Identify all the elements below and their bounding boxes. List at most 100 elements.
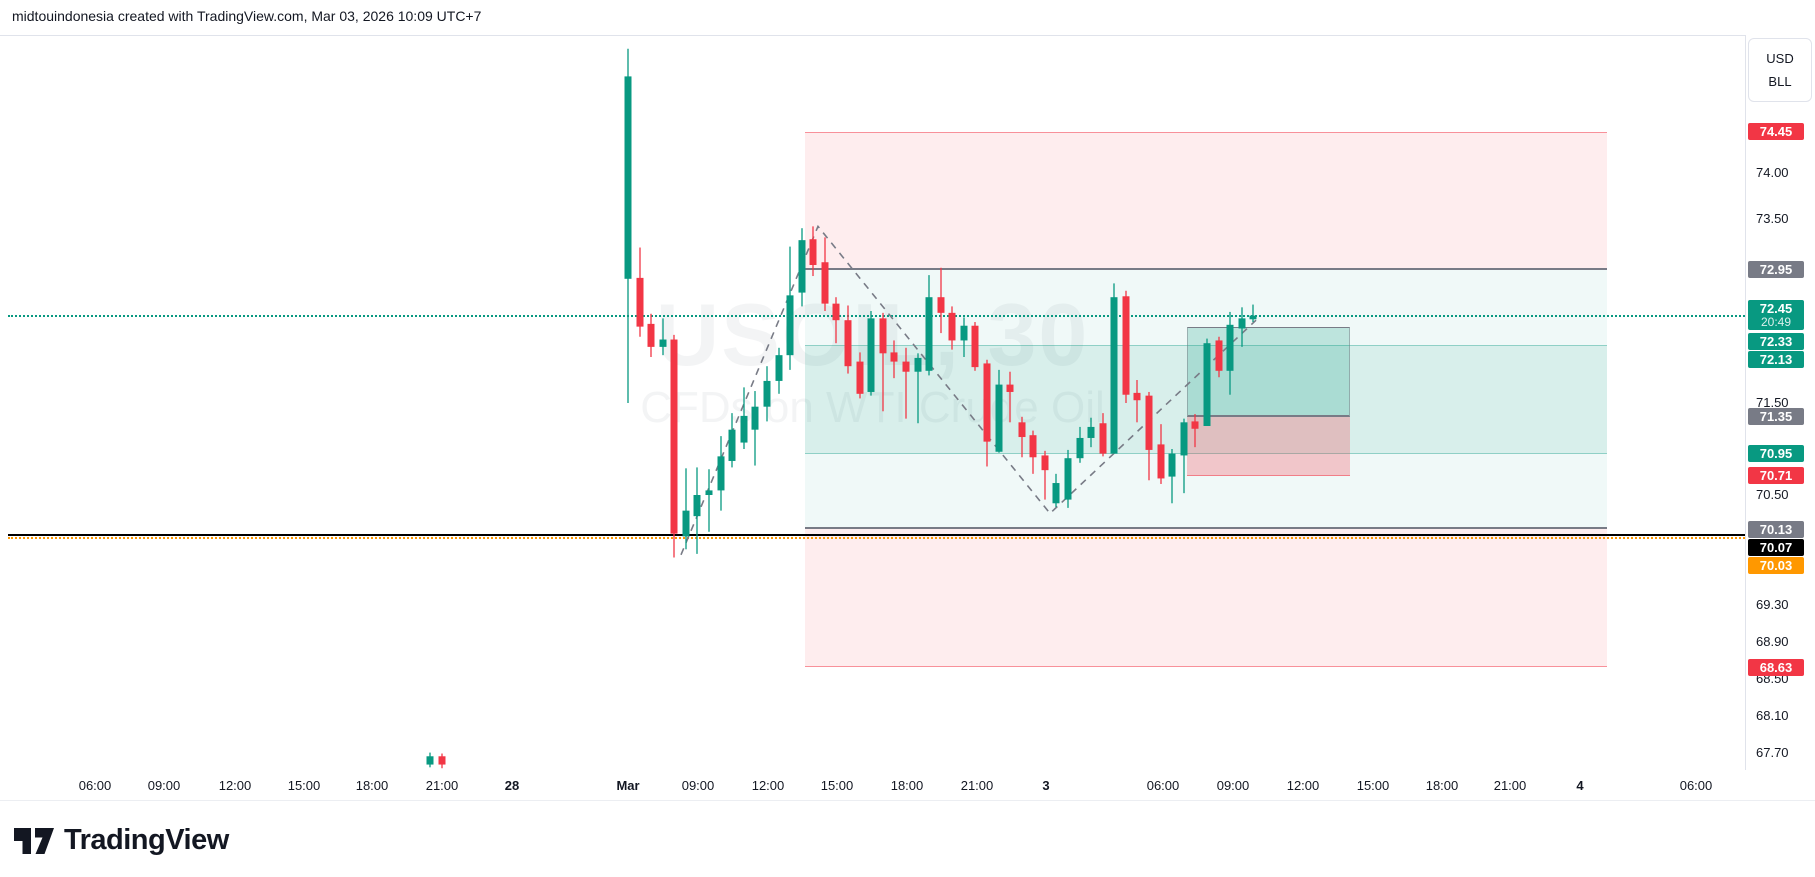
candle [821, 237, 829, 311]
candle [636, 247, 644, 337]
candle [1076, 426, 1084, 463]
candle [879, 312, 887, 412]
plot-area[interactable] [0, 35, 1745, 770]
price-zone [1187, 416, 1350, 476]
price-tick-label: 73.50 [1756, 211, 1789, 226]
bar-countdown: 20:49 [1760, 314, 1792, 329]
price-tick-label: 71.50 [1756, 395, 1789, 410]
time-tick-label: 21:00 [425, 778, 459, 793]
candle [1018, 416, 1026, 458]
candle [1029, 430, 1037, 474]
time-tick-label: 12:00 [751, 778, 785, 793]
price-tick-label: 70.50 [1756, 487, 1789, 502]
time-tick-label: 06:00 [1146, 778, 1180, 793]
time-tick-label: 18:00 [355, 778, 389, 793]
candle [438, 753, 446, 769]
candle [1006, 371, 1014, 423]
time-tick-label: 4 [1576, 778, 1584, 793]
price-tick-label: 69.30 [1756, 597, 1789, 613]
axis-unit-toggle[interactable]: USD BLL [1748, 38, 1812, 102]
axis-unit-currency: USD [1766, 51, 1794, 66]
price-axis[interactable]: 74.00 73.50 71.50 70.50 69.30 68.90 68.50 68.10… [1746, 0, 1815, 800]
price-tick-label: 68.10 [1756, 707, 1789, 723]
candle [426, 752, 434, 768]
candle [763, 366, 771, 422]
price-badge: 72.95 [1748, 261, 1804, 279]
candle [1099, 413, 1107, 457]
time-tick-label: 3 [1042, 778, 1050, 793]
horizontal-price-line[interactable] [8, 314, 1745, 317]
candle [659, 318, 667, 356]
candle [1052, 473, 1060, 507]
candle [902, 347, 910, 419]
candle [647, 313, 655, 357]
tradingview-logo-text: TradingView [64, 824, 229, 856]
candle [844, 305, 852, 374]
candle [983, 359, 991, 467]
time-tick-label: 18:00 [890, 778, 924, 793]
candle [728, 413, 736, 468]
time-tick-label: 12:00 [218, 778, 252, 793]
candle [856, 352, 864, 399]
candle [1145, 391, 1153, 481]
time-tick-label: 09:00 [681, 778, 715, 793]
price-zone [805, 131, 1607, 270]
price-zone [1187, 326, 1350, 417]
candle [670, 334, 678, 558]
time-tick-label: Mar [616, 778, 640, 793]
candlestick-series [426, 48, 1257, 769]
candle [1087, 417, 1095, 448]
candle [1133, 380, 1141, 423]
time-tick-label: 12:00 [1286, 778, 1320, 793]
price-badge: 72.13 [1748, 350, 1804, 368]
candle [1215, 336, 1223, 378]
candle [937, 267, 945, 334]
price-badge: 68.63 [1748, 658, 1804, 676]
candle [971, 322, 979, 371]
price-badge: 72.45 20:49 [1748, 299, 1804, 330]
candle [751, 391, 759, 466]
time-tick-label: 21:00 [1493, 778, 1527, 793]
candle [832, 297, 840, 344]
candle [1226, 311, 1234, 395]
candle [1157, 424, 1165, 484]
candle [624, 48, 632, 403]
candle [775, 347, 783, 394]
chart-frame [0, 35, 1746, 770]
candle [1041, 450, 1049, 500]
candle [925, 275, 933, 376]
time-tick-label: 06:00 [1679, 778, 1713, 793]
horizontal-price-line[interactable] [8, 537, 1745, 540]
candle [1168, 449, 1176, 504]
time-tick-label: 28 [504, 778, 520, 793]
price-tick-label: 67.70 [1756, 744, 1789, 760]
candle [798, 228, 806, 307]
attribution-text: midtouindonesia created with TradingView… [12, 8, 482, 24]
price-badge: 74.45 [1748, 123, 1804, 141]
candle [1238, 307, 1246, 347]
candle [717, 436, 725, 511]
tradingview-logo[interactable]: TradingView [14, 824, 229, 857]
price-badge: 72.33 [1748, 332, 1804, 350]
candle [1191, 414, 1199, 448]
candle [740, 387, 748, 449]
price-badge: 70.71 [1748, 467, 1804, 485]
candle [1110, 283, 1118, 454]
horizontal-price-line[interactable] [8, 533, 1745, 536]
time-tick-label: 18:00 [1425, 778, 1459, 793]
candle [1122, 290, 1130, 403]
candle [914, 353, 922, 424]
price-badge: 70.03 [1748, 556, 1804, 574]
time-tick-label: 09:00 [147, 778, 181, 793]
candle [693, 467, 701, 554]
tradingview-logo-icon [14, 827, 54, 854]
time-tick-label: 15:00 [1356, 778, 1390, 793]
time-axis[interactable]: 06:00 09:00 12:00 15:00 18:00 21:00 28 Mar 09:00… [0, 770, 1746, 800]
price-tick-label: 68.90 [1756, 634, 1789, 650]
candle [786, 246, 794, 370]
candle [890, 340, 898, 379]
time-tick-label: 15:00 [820, 778, 854, 793]
candle [705, 469, 713, 532]
candle [1064, 449, 1072, 508]
